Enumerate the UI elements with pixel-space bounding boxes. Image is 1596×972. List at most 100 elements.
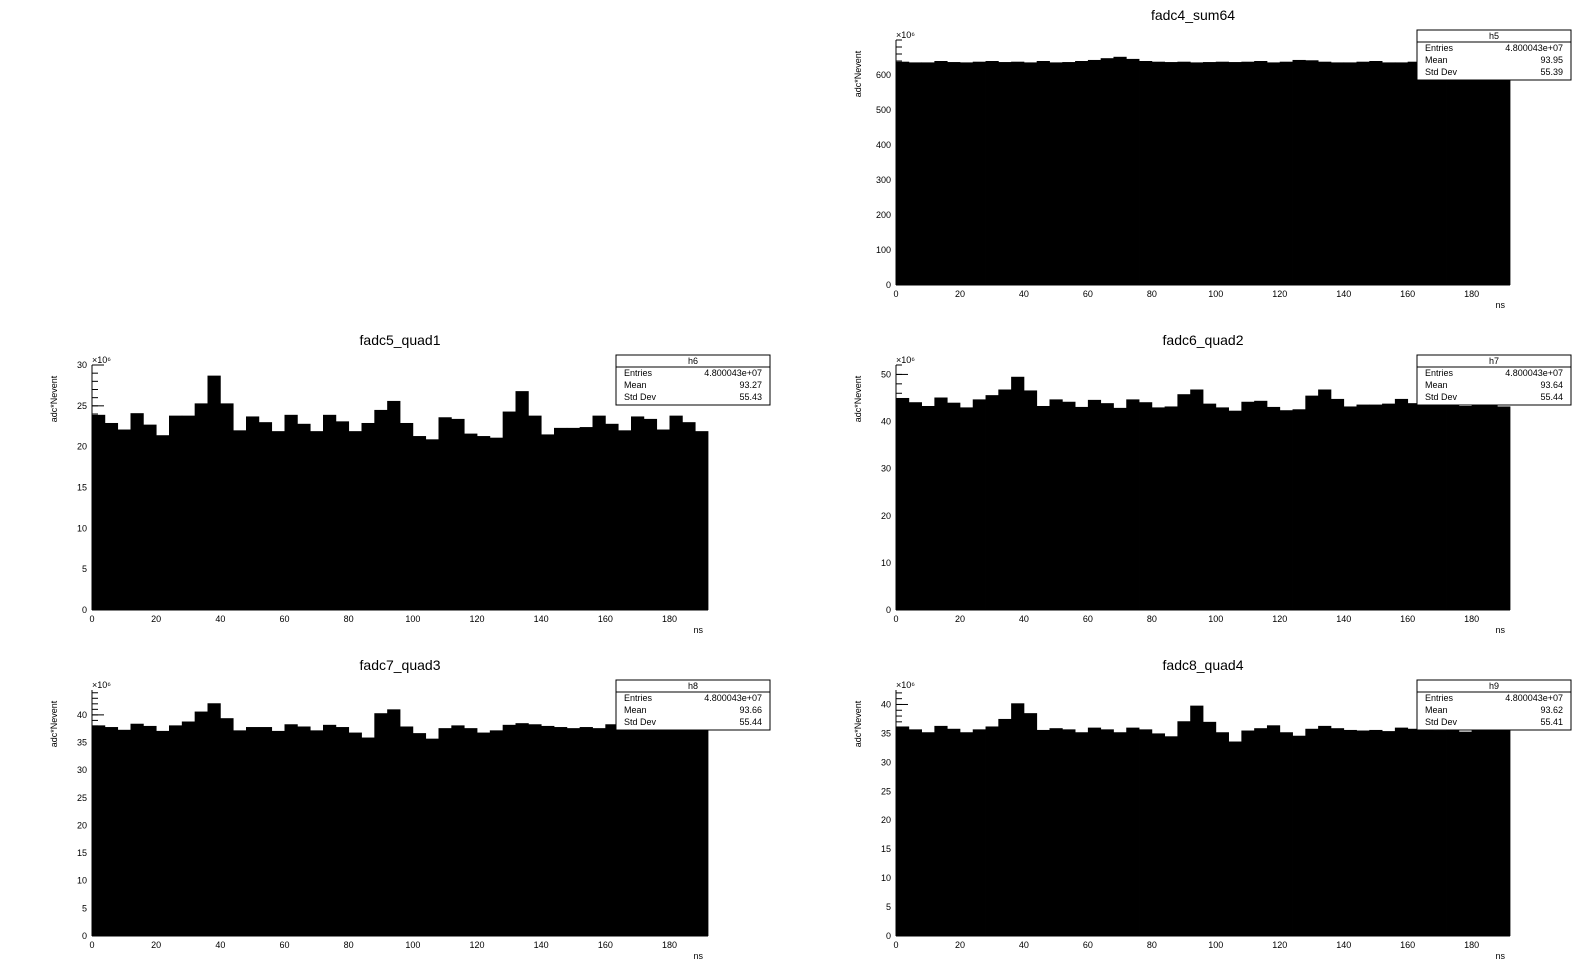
histogram-bar	[908, 62, 922, 286]
histogram-bar	[998, 389, 1012, 610]
histogram-bar	[246, 727, 260, 936]
histogram-bar	[528, 415, 542, 610]
histogram-bar	[1036, 405, 1050, 610]
histogram-bar	[1266, 406, 1281, 610]
stats-histogram-name: h7	[1489, 356, 1499, 366]
y-tick-label: 100	[876, 245, 891, 255]
histogram-bar	[1420, 729, 1434, 936]
x-tick-label: 160	[598, 940, 613, 950]
y-tick-label: 400	[876, 140, 891, 150]
histogram-bar	[143, 424, 157, 610]
histogram-bar	[348, 431, 362, 610]
x-tick-label: 0	[893, 289, 898, 299]
histogram-bar	[896, 726, 910, 936]
stats-box: h6 Entries 4.800043e+07 Mean 93.27 Std Dev 55.…	[615, 354, 771, 406]
x-axis-title: ns	[1495, 625, 1505, 635]
y-axis-multiplier: ×10⁶	[896, 30, 915, 40]
stats-box: h7 Entries 4.800043e+07 Mean 93.64 Std Dev 55.…	[1416, 354, 1572, 406]
stats-box-frame	[615, 354, 771, 406]
histogram-bar	[1292, 59, 1306, 286]
histogram-bar	[335, 421, 350, 610]
histogram-bar	[896, 397, 910, 610]
y-tick-label: 30	[77, 360, 87, 370]
x-tick-label: 120	[469, 940, 484, 950]
histogram-bar	[297, 726, 311, 936]
histogram-bar	[1254, 400, 1268, 610]
histogram-bar	[1266, 725, 1281, 936]
histogram-bar	[1151, 61, 1166, 286]
histogram-bar	[1100, 58, 1114, 286]
x-tick-label: 40	[215, 940, 225, 950]
y-tick-label: 20	[881, 815, 891, 825]
histogram-bar	[947, 402, 961, 610]
x-tick-label: 120	[469, 614, 484, 624]
histogram-bar	[554, 727, 568, 936]
histogram-bar	[1126, 58, 1140, 286]
histogram-bar	[1215, 407, 1229, 610]
histogram-bar	[695, 728, 709, 936]
histogram-bar	[1151, 407, 1166, 610]
histogram-bar	[1305, 728, 1319, 936]
histogram-bar	[1228, 62, 1242, 285]
x-tick-label: 180	[1464, 289, 1479, 299]
histogram-bar	[169, 415, 183, 610]
stats-histogram-name: h6	[688, 356, 698, 366]
y-tick-label: 300	[876, 175, 891, 185]
x-tick-label: 20	[955, 614, 965, 624]
x-tick-label: 20	[955, 289, 965, 299]
stats-box-frame	[1416, 29, 1572, 81]
y-tick-label: 20	[77, 820, 87, 830]
y-tick-label: 40	[881, 417, 891, 427]
histogram-bar	[1023, 390, 1038, 610]
y-tick-label: 50	[881, 369, 891, 379]
x-tick-label: 140	[1336, 940, 1351, 950]
x-tick-label: 60	[279, 614, 289, 624]
histogram-bar	[1023, 713, 1038, 936]
histogram-panel-fadc7_quad3: fadc7_quad3 0 5 10 15 20 25 30 35 40 0 20 40 60 80 100 1…	[49, 657, 771, 961]
histogram-bar	[1023, 62, 1038, 286]
histogram-bar	[934, 397, 948, 610]
histogram-bar	[1497, 406, 1511, 610]
x-axis-title: ns	[1495, 951, 1505, 961]
y-tick-label: 0	[886, 931, 891, 941]
histogram-bar	[1011, 61, 1025, 286]
y-tick-label: 500	[876, 105, 891, 115]
histogram-panel-fadc6_quad2: fadc6_quad2 0 10 20 30 40 50 0 20 40 60 80 100 120 140…	[853, 332, 1572, 635]
histogram-bar	[284, 724, 298, 936]
histogram-bar	[1446, 728, 1460, 936]
stats-entries-value: 4.800043e+07	[704, 368, 762, 378]
histogram-bar	[1215, 61, 1229, 286]
stats-box: h9 Entries 4.800043e+07 Mean 93.62 Std Dev 55.…	[1416, 679, 1572, 731]
histogram-bar	[169, 725, 183, 936]
histogram-bar	[618, 727, 632, 936]
stats-mean-value: 93.27	[739, 380, 762, 390]
histogram-bar	[425, 439, 439, 610]
x-tick-label: 180	[1464, 940, 1479, 950]
stats-entries-label: Entries	[1425, 693, 1454, 703]
histogram-bar	[1279, 732, 1293, 936]
y-tick-label: 25	[881, 786, 891, 796]
histogram-bar	[1394, 727, 1409, 936]
histogram-bar	[1279, 410, 1293, 610]
histogram-bar	[669, 727, 683, 936]
stats-entries-label: Entries	[624, 368, 653, 378]
histogram-bar	[92, 725, 106, 936]
x-tick-label: 120	[1272, 614, 1287, 624]
y-tick-label: 35	[77, 738, 87, 748]
histogram-bar	[1318, 389, 1332, 610]
histogram-bar	[1049, 728, 1063, 936]
x-tick-label: 80	[1147, 940, 1157, 950]
stats-box-frame	[1416, 679, 1572, 731]
histogram-bar	[1382, 403, 1396, 610]
y-axis-multiplier: ×10⁶	[896, 355, 915, 365]
histogram-panel-fadc4_sum64: fadc4_sum64 0 100 200 300 400 500 600 0 20 40 60 80 1…	[853, 7, 1572, 310]
histogram-bar	[1497, 62, 1511, 285]
y-axis-multiplier: ×10⁶	[896, 680, 915, 690]
histogram-bar	[1356, 404, 1370, 610]
histogram-bar	[207, 703, 221, 936]
stats-std-dev-value: 55.44	[1540, 392, 1563, 402]
histogram-bar	[156, 435, 170, 610]
histogram-bar	[1254, 728, 1268, 936]
stats-entries-value: 4.800043e+07	[704, 693, 762, 703]
stats-entries-label: Entries	[624, 693, 653, 703]
